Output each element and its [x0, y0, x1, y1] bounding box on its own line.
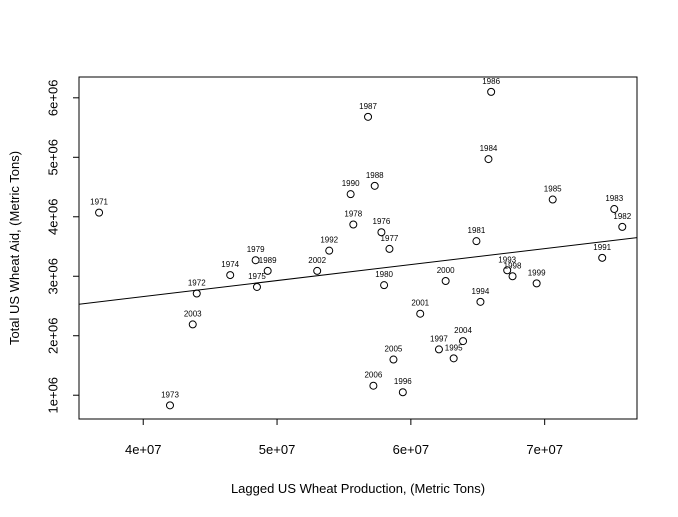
data-point-label: 1974: [221, 260, 239, 269]
data-point: [165, 401, 174, 410]
data-point-label: 1990: [342, 179, 360, 188]
plot-frame: [78, 76, 638, 420]
data-point: [487, 87, 496, 96]
data-point: [503, 266, 512, 275]
data-point-label: 1980: [375, 270, 393, 279]
y-tick-label: 4e+06: [45, 199, 60, 236]
y-axis: 1e+06 2e+06 3e+06 4e+06 5e+06 6e+06: [45, 80, 79, 414]
data-point-label: 1997: [430, 334, 448, 343]
data-point-label: 1988: [366, 171, 384, 180]
data-point: [484, 155, 493, 164]
data-point: [472, 237, 481, 246]
data-point-label: 1986: [482, 77, 500, 86]
data-point-label: 2001: [411, 299, 429, 308]
data-point: [252, 282, 261, 291]
data-point-label: 1993: [498, 255, 516, 264]
data-point: [532, 279, 541, 288]
data-point: [548, 195, 557, 204]
data-point-label: 2003: [184, 309, 202, 318]
data-point-label: 1989: [259, 256, 277, 265]
y-tick-label: 1e+06: [45, 377, 60, 414]
data-point: [369, 381, 378, 390]
data-point: [434, 345, 443, 354]
data-point-label: 1971: [90, 198, 108, 207]
data-point-label: 1977: [381, 234, 399, 243]
data-point: [263, 266, 272, 275]
x-axis-label: Lagged US Wheat Production, (Metric Tons…: [231, 481, 485, 496]
data-point-label: 1975: [248, 272, 266, 281]
data-point: [325, 246, 334, 255]
data-point: [385, 244, 394, 253]
data-point: [416, 309, 425, 318]
data-point: [449, 354, 458, 363]
data-point: [313, 266, 322, 275]
data-point: [476, 297, 485, 306]
data-point: [610, 205, 619, 214]
y-tick-label: 3e+06: [45, 258, 60, 295]
data-point-label: 2006: [364, 371, 382, 380]
data-point: [618, 222, 627, 231]
data-point-label: 1985: [544, 185, 562, 194]
x-tick-label: 6e+07: [393, 442, 430, 457]
data-point: [364, 112, 373, 121]
data-point: [398, 388, 407, 397]
data-point: [188, 320, 197, 329]
data-point-label: 1991: [593, 243, 611, 252]
x-axis: 4e+07 5e+07 6e+07 7e+07: [125, 419, 563, 457]
data-point: [389, 355, 398, 364]
data-point-label: 1984: [480, 144, 498, 153]
data-point: [349, 220, 358, 229]
data-point-label: 1999: [528, 268, 546, 277]
data-point: [192, 289, 201, 298]
y-axis-label: Total US Wheat Aid, (Metric Tons): [7, 151, 22, 345]
data-point: [370, 181, 379, 190]
data-point-label: 1973: [161, 390, 179, 399]
y-tick-label: 6e+06: [45, 80, 60, 117]
data-point: [95, 208, 104, 217]
data-point-label: 2005: [385, 345, 403, 354]
data-point-label: 1982: [613, 212, 631, 221]
data-point-label: 1972: [188, 279, 206, 288]
y-tick-label: 5e+06: [45, 139, 60, 176]
data-point: [459, 337, 468, 346]
x-tick-label: 4e+07: [125, 442, 162, 457]
data-point: [377, 228, 386, 237]
data-point-label: 1987: [359, 102, 377, 111]
data-point-label: 1983: [605, 194, 623, 203]
data-point: [251, 256, 260, 265]
data-point-label: 1981: [468, 226, 486, 235]
data-point: [441, 277, 450, 286]
data-point-label: 2000: [437, 266, 455, 275]
data-point-label: 1979: [247, 245, 265, 254]
data-point-label: 1976: [373, 217, 391, 226]
regression-line: [78, 237, 638, 305]
data-point-label: 1998: [504, 261, 522, 270]
data-point: [346, 190, 355, 199]
data-point-label: 1994: [472, 287, 490, 296]
data-point-label: 1992: [320, 236, 338, 245]
data-point: [226, 271, 235, 280]
data-point-label: 1978: [344, 210, 362, 219]
x-tick-label: 5e+07: [259, 442, 296, 457]
data-point: [508, 272, 517, 281]
data-point-label: 2004: [454, 326, 472, 335]
data-point: [598, 253, 607, 262]
data-point: [380, 281, 389, 290]
data-point-label: 1996: [394, 377, 412, 386]
data-points: 1971 1972 1973 1974 1975 1976 1977 1978 1979 1980…: [90, 77, 632, 410]
y-tick-label: 2e+06: [45, 317, 60, 354]
x-tick-label: 7e+07: [526, 442, 563, 457]
data-point-label: 1995: [445, 343, 463, 352]
data-point-label: 2002: [308, 256, 326, 265]
